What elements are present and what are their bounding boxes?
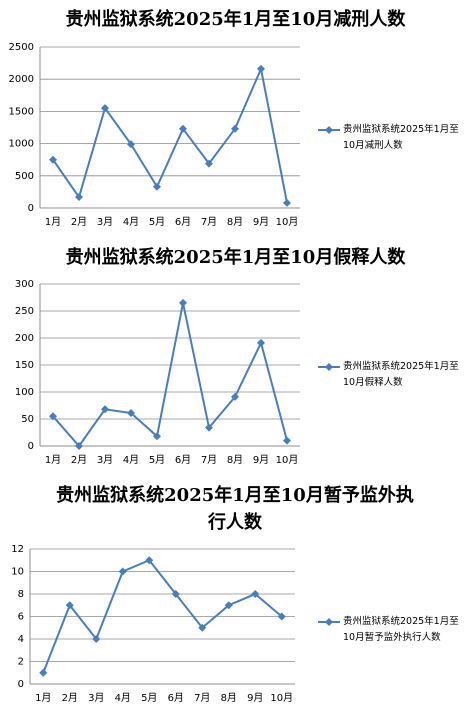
data-point <box>118 567 127 576</box>
y-tick-label: 50 <box>21 414 34 425</box>
x-tick-label: 2月 <box>71 454 87 466</box>
data-point <box>39 668 48 677</box>
y-tick-label: 0 <box>28 441 34 452</box>
legend-entry: 贵州监狱系统2025年1月至10月暂予监外执行人数 <box>343 616 459 643</box>
data-point <box>257 338 265 347</box>
x-tick-label: 9月 <box>247 692 263 704</box>
data-point <box>101 405 109 414</box>
x-tick-label: 7月 <box>201 216 217 228</box>
x-tick-label: 5月 <box>149 216 165 228</box>
y-tick-label: 2000 <box>9 74 34 85</box>
data-point <box>49 412 57 421</box>
chart-title: 贵州监狱系统2025年1月至10月减刑人数 <box>65 9 406 30</box>
data-point <box>283 198 291 207</box>
x-tick-label: 4月 <box>123 454 139 466</box>
y-tick-label: 1000 <box>9 139 34 150</box>
y-tick-label: 6 <box>18 612 24 623</box>
x-tick-label: 2月 <box>62 692 78 704</box>
x-tick-label: 5月 <box>141 692 157 704</box>
y-tick-label: 100 <box>15 387 34 398</box>
data-point <box>179 298 187 307</box>
data-point <box>179 124 187 133</box>
data-point <box>101 104 109 113</box>
data-point <box>251 590 260 598</box>
y-tick-label: 2500 <box>9 42 34 53</box>
legend-marker <box>325 363 333 371</box>
data-line <box>52 302 288 448</box>
x-tick-label: 8月 <box>227 454 243 466</box>
x-tick-label: 4月 <box>115 692 131 704</box>
data-point <box>49 155 57 164</box>
x-tick-label: 10月 <box>276 216 299 228</box>
x-tick-label: 8月 <box>221 692 237 704</box>
data-point <box>75 193 83 202</box>
x-tick-label: 1月 <box>45 216 61 228</box>
x-tick-label: 5月 <box>149 454 165 466</box>
x-tick-label: 10月 <box>276 454 299 466</box>
y-tick-label: 0 <box>28 203 34 214</box>
x-tick-label: 9月 <box>253 216 269 228</box>
x-tick-label: 6月 <box>168 692 184 704</box>
legend-entry: 贵州监狱系统2025年1月至10月假释人数 <box>343 361 459 388</box>
data-point <box>127 409 135 418</box>
y-tick-label: 0 <box>18 679 24 690</box>
data-point <box>277 612 286 621</box>
data-point <box>75 442 83 450</box>
data-point <box>153 182 161 191</box>
x-tick-label: 7月 <box>201 454 217 466</box>
x-tick-label: 9月 <box>253 454 269 466</box>
legend-marker <box>325 126 333 134</box>
data-point <box>231 124 239 133</box>
x-tick-label: 2月 <box>71 216 87 228</box>
data-point <box>145 556 154 565</box>
y-tick-label: 12 <box>11 544 24 555</box>
data-line <box>52 65 288 204</box>
chart-title: 贵州监狱系统2025年1月至10月暂予监外执行人数 <box>56 485 414 533</box>
y-tick-label: 2 <box>18 657 24 668</box>
legend-entry: 贵州监狱系统2025年1月至10月减刑人数 <box>343 124 459 151</box>
data-point <box>205 423 213 432</box>
data-point <box>171 590 180 598</box>
x-tick-label: 6月 <box>175 216 191 228</box>
y-tick-label: 200 <box>15 333 34 344</box>
y-tick-label: 150 <box>15 360 34 371</box>
y-tick-label: 250 <box>15 306 34 317</box>
y-tick-label: 10 <box>11 567 24 578</box>
y-tick-label: 300 <box>15 279 34 290</box>
x-tick-label: 3月 <box>88 692 104 704</box>
legend-marker <box>325 618 333 626</box>
y-tick-label: 500 <box>15 171 34 182</box>
data-point <box>127 140 135 149</box>
data-point <box>231 392 239 401</box>
x-tick-label: 4月 <box>123 216 139 228</box>
data-point <box>257 64 265 73</box>
y-tick-label: 1500 <box>9 106 34 117</box>
x-tick-label: 1月 <box>35 692 51 704</box>
data-point <box>283 436 291 445</box>
x-tick-label: 6月 <box>175 454 191 466</box>
data-point <box>153 432 161 441</box>
chart-title: 贵州监狱系统2025年1月至10月假释人数 <box>65 247 406 268</box>
data-point <box>92 635 101 643</box>
x-tick-label: 7月 <box>194 692 210 704</box>
data-point <box>205 159 213 168</box>
data-point <box>224 601 233 610</box>
data-line <box>42 559 283 674</box>
x-tick-label: 1月 <box>45 454 61 466</box>
data-point <box>198 623 207 632</box>
y-tick-label: 4 <box>18 634 24 645</box>
data-point <box>65 601 74 610</box>
y-tick-label: 8 <box>18 589 24 600</box>
x-tick-label: 3月 <box>97 216 113 228</box>
x-tick-label: 3月 <box>97 454 113 466</box>
x-tick-label: 10月 <box>270 692 293 704</box>
x-tick-label: 8月 <box>227 216 243 228</box>
